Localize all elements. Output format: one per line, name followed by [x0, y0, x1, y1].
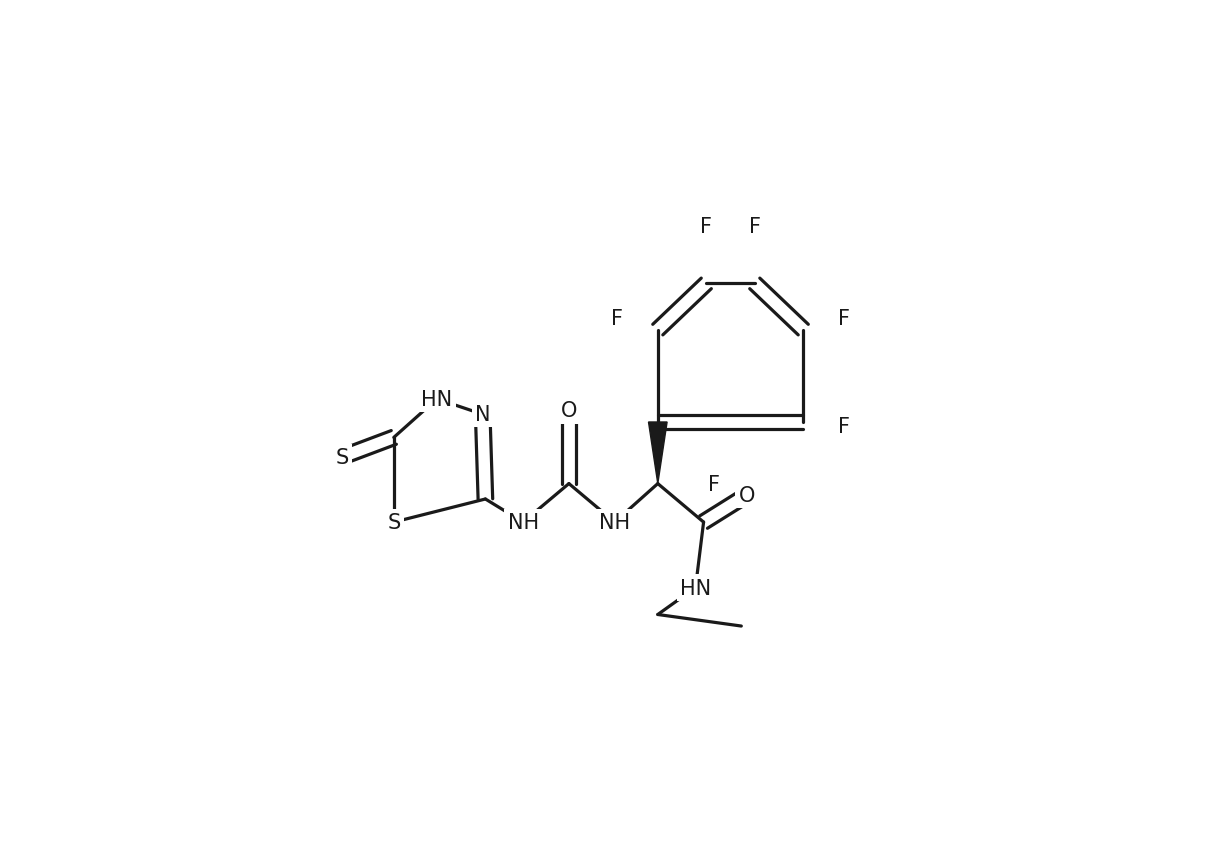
- Text: NH: NH: [508, 512, 538, 532]
- Text: F: F: [700, 216, 712, 237]
- Text: F: F: [708, 474, 721, 494]
- Text: F: F: [838, 417, 850, 437]
- Text: O: O: [738, 486, 755, 505]
- Polygon shape: [648, 423, 667, 484]
- Text: HN: HN: [421, 389, 452, 410]
- Text: F: F: [611, 309, 623, 329]
- Text: N: N: [476, 405, 490, 424]
- Text: S: S: [336, 447, 349, 468]
- Text: F: F: [838, 309, 850, 329]
- Text: NH: NH: [599, 512, 631, 532]
- Text: S: S: [387, 512, 400, 532]
- Text: F: F: [749, 216, 761, 237]
- Text: HN: HN: [680, 578, 711, 598]
- Text: O: O: [561, 401, 577, 421]
